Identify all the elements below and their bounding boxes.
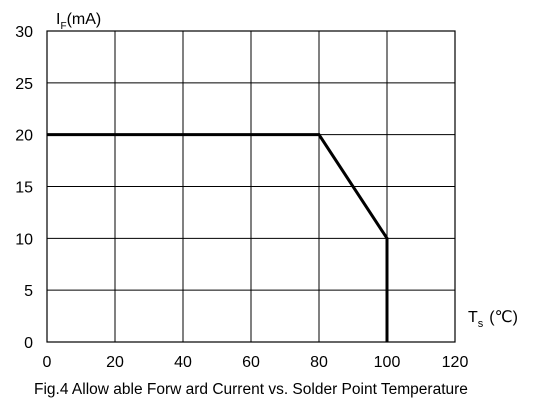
y-tick-label: 20 [15, 128, 33, 145]
y-tick-label: 25 [15, 76, 33, 93]
x-axis-label: Ts (℃) [468, 309, 518, 330]
x-tick-label: 80 [310, 354, 328, 371]
y-tick-label: 30 [15, 24, 33, 41]
x-tick-label: 0 [43, 354, 52, 371]
y-tick-labels: 0 5 10 15 20 25 30 [15, 24, 33, 352]
series-layer [47, 133, 389, 342]
series-line-0 [47, 133, 389, 342]
x-tick-label: 100 [374, 354, 401, 371]
x-tick-label: 40 [174, 354, 192, 371]
x-tick-label: 60 [242, 354, 260, 371]
y-tick-label: 0 [24, 335, 33, 352]
figure-caption: Fig.4 Allow able Forw ard Current vs. So… [34, 381, 468, 398]
y-tick-label: 10 [15, 231, 33, 248]
x-tick-label: 120 [442, 354, 469, 371]
grid [46, 30, 456, 343]
x-tick-labels: 0 20 40 60 80 100 120 [43, 354, 469, 371]
x-tick-label: 20 [106, 354, 124, 371]
y-tick-label: 15 [15, 180, 33, 197]
y-tick-label: 5 [24, 283, 33, 300]
plot-frame [46, 30, 456, 343]
y-axis-label: IF(mA) [56, 11, 101, 32]
